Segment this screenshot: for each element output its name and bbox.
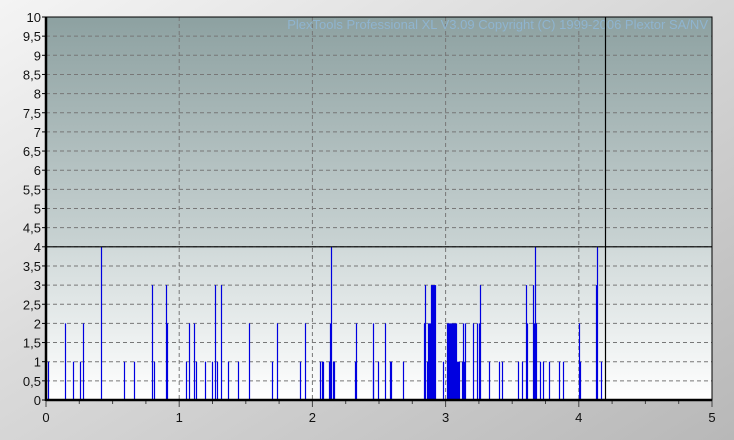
y-tick-label: 0,5 [23, 374, 41, 389]
y-tick-label: 1 [34, 355, 41, 370]
y-tick-label: 4 [34, 240, 41, 255]
y-tick-label: 3,5 [23, 259, 41, 274]
y-tick-label: 7 [34, 125, 41, 140]
y-tick-label: 3 [34, 278, 41, 293]
x-tick-label: 3 [442, 410, 449, 425]
y-tick-label: 6 [34, 163, 41, 178]
y-tick-label: 4,5 [23, 221, 41, 236]
y-tick-label: 10 [27, 10, 41, 25]
y-tick-label: 0 [34, 393, 41, 408]
y-tick-label: 7,5 [23, 106, 41, 121]
y-tick-label: 5,5 [23, 182, 41, 197]
y-tick-label: 2,5 [23, 297, 41, 312]
y-tick-label: 6,5 [23, 144, 41, 159]
y-tick-label: 8,5 [23, 67, 41, 82]
x-tick-label: 0 [42, 410, 49, 425]
y-tick-label: 1,5 [23, 336, 41, 351]
y-tick-label: 8 [34, 87, 41, 102]
y-tick-label: 9,5 [23, 29, 41, 44]
y-tick-label: 9 [34, 48, 41, 63]
y-tick-label: 2 [34, 316, 41, 331]
x-tick-label: 1 [176, 410, 183, 425]
x-tick-label: 2 [309, 410, 316, 425]
x-tick-label: 4 [575, 410, 582, 425]
y-tick-label: 5 [34, 202, 41, 217]
watermark: PlexTools Professional XL V3.09 Copyrigh… [287, 17, 708, 32]
x-tick-label: 5 [708, 410, 715, 425]
